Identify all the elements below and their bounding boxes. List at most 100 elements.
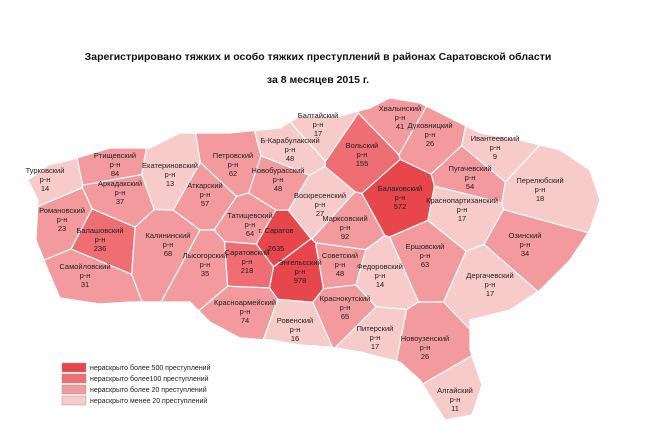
district-kind: р-н — [285, 145, 296, 154]
district-kind: р-н — [240, 307, 251, 316]
district-value: 48 — [286, 154, 294, 163]
district-value: 14 — [376, 280, 384, 289]
map-title: Зарегистрировано тяжких и особо тяжких п… — [85, 51, 552, 63]
district-kind: р-н — [115, 188, 126, 197]
district-name: Аркадакский — [98, 179, 142, 188]
district-value: 26 — [421, 352, 429, 361]
district-name: Дергачевский — [466, 271, 513, 280]
district-value: 37 — [116, 197, 124, 206]
district-kind: р-н — [370, 333, 381, 342]
district-value: 35 — [201, 269, 209, 278]
district-value: 17 — [486, 289, 494, 298]
district-value: 48 — [336, 269, 344, 278]
district-value: 978 — [294, 276, 307, 285]
district-value: 14 — [41, 184, 49, 193]
district-name: Краснокутский — [320, 294, 371, 303]
district-name: Лысогорский — [183, 251, 228, 260]
map-subtitle: за 8 месяцев 2015 г. — [267, 74, 369, 86]
district-kind: р-н — [163, 240, 174, 249]
legend-swatch — [61, 395, 87, 406]
district-name: Красноармейский — [214, 298, 276, 307]
district-name: Советский — [322, 251, 358, 260]
legend: нераскрыто более 500 преступлений нераскр… — [61, 362, 211, 406]
district-kind: р-н — [357, 150, 368, 159]
district-name: Б-Карабулакский — [260, 136, 319, 145]
district-value: 84 — [111, 169, 119, 178]
district-kind: р-н — [340, 223, 351, 232]
district-area — [421, 354, 483, 421]
district-kind: р-н — [335, 260, 346, 269]
district-kind: р-н — [295, 267, 306, 276]
district-name: Ершовский — [406, 242, 445, 251]
district-kind: р-н — [395, 113, 406, 122]
district-name: Озинский — [508, 231, 541, 240]
district-kind: р-н — [450, 395, 461, 404]
district-name: Питерский — [357, 324, 394, 333]
district-name: Пугачевский — [448, 164, 491, 173]
legend-label: нераскрыто менее 20 преступлений — [90, 397, 207, 405]
district-kind: р-н — [165, 170, 176, 179]
labels: Балтайскийр-н17Хвалынскийр-н41Вольскийр-… — [26, 104, 564, 413]
district-name: Петровский — [213, 151, 253, 160]
district-value: 41 — [396, 122, 404, 131]
district-kind: р-н — [420, 343, 431, 352]
district-area — [501, 144, 601, 234]
district-value: 236 — [94, 244, 107, 253]
district-kind: р-н — [228, 160, 239, 169]
district-value: 155 — [356, 159, 369, 168]
district-value: 27 — [316, 209, 324, 218]
district-value: 26 — [426, 139, 434, 148]
district-kind: р-н — [245, 220, 256, 229]
district-area — [395, 301, 473, 385]
legend-label: нераскрыто более 20 преступлений — [90, 386, 207, 394]
district-area — [43, 248, 143, 305]
district-name: Краснопартизанский — [426, 196, 498, 205]
district-name: Аткарский — [187, 181, 222, 190]
district-kind: р-н — [340, 303, 351, 312]
district-kind: р-н — [57, 215, 68, 224]
legend-label: нераскрыто более100 преступлений — [90, 375, 209, 383]
district-name: Балтайский — [298, 111, 339, 120]
district-name: Калининский — [146, 231, 191, 240]
district-name: Саратовский — [225, 248, 270, 257]
district-name: Хвалынский — [379, 104, 421, 113]
district-kind: р-н — [95, 235, 106, 244]
district-kind: р-н — [200, 190, 211, 199]
district-value: 9 — [493, 152, 497, 161]
district-name: Воскресенский — [294, 191, 346, 200]
district-value: 62 — [229, 169, 237, 178]
district-kind: р-н — [457, 205, 468, 214]
district-name: Федоровский — [357, 262, 403, 271]
legend-label: нераскрыто более 500 преступлений — [90, 364, 211, 372]
district-value: 57 — [201, 199, 209, 208]
district-value: 13 — [166, 179, 174, 188]
district-name: Вольский — [346, 141, 379, 150]
district-area — [160, 229, 229, 312]
district-name: Самойловский — [59, 262, 110, 271]
district-area — [197, 285, 279, 341]
district-kind: р-н — [290, 325, 301, 334]
district-kind: р-н — [490, 143, 501, 152]
district-name: Перелюбский — [516, 176, 563, 185]
district-value: 218 — [241, 266, 254, 275]
district-name: Духовницкий — [407, 121, 452, 130]
district-value: 17 — [458, 214, 466, 223]
district-value: 48 — [274, 184, 282, 193]
district-value: 17 — [371, 342, 379, 351]
district-value: 11 — [451, 404, 459, 413]
district-value: 74 — [241, 316, 249, 325]
regions — [27, 97, 601, 421]
district-value: 34 — [521, 249, 529, 258]
district-kind: р-н — [535, 185, 546, 194]
district-value: 31 — [81, 280, 89, 289]
district-name: Балаковский — [378, 184, 423, 193]
district-kind: р-н — [40, 175, 51, 184]
district-name: Ртищевский — [94, 151, 136, 160]
district-value: 16 — [291, 334, 299, 343]
district-name: Екатериновский — [142, 161, 198, 170]
district-name: г. Саратов — [258, 226, 293, 235]
legend-swatch — [61, 362, 87, 373]
district-value: 63 — [421, 260, 429, 269]
district-name: Романовский — [39, 206, 85, 215]
